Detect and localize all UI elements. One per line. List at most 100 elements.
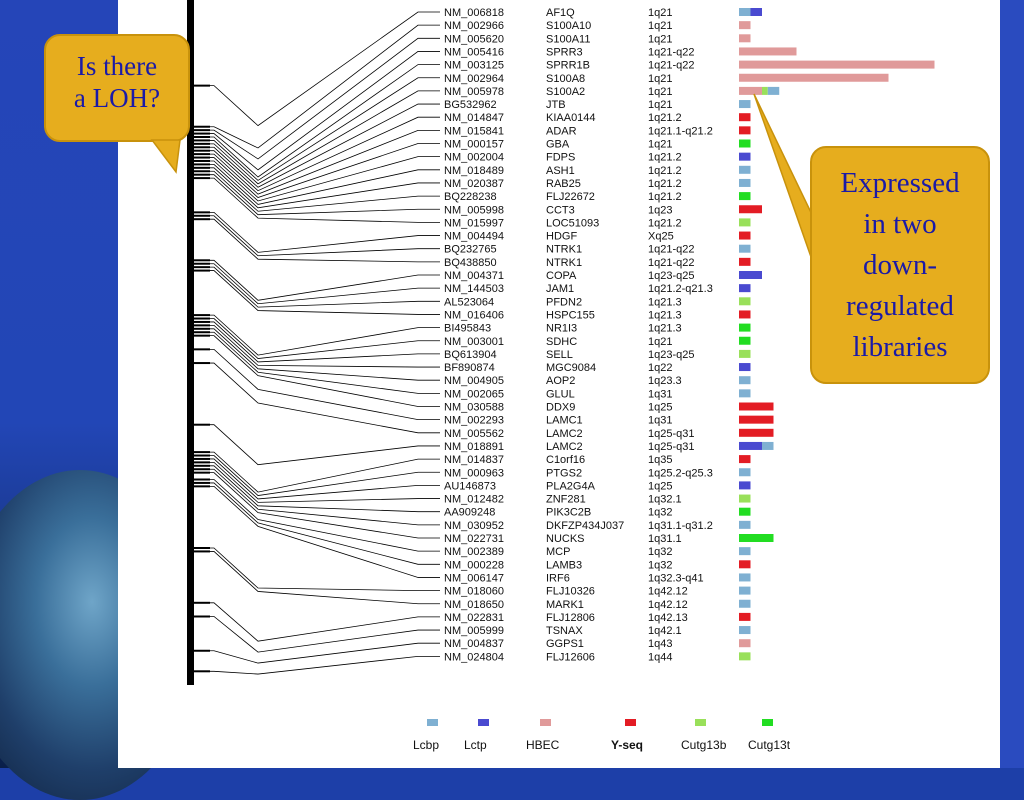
gene-label: LAMC1 [546,415,583,427]
connector-line [194,215,440,257]
gene-label: FLJ12606 [546,651,595,663]
gene-row: NM_012482 ZNF281 1q32.1 [444,494,751,506]
callout-expressed-line1: Expressed [840,167,960,199]
chromosome-marks [194,84,210,673]
locus-label: 1q21 [648,7,672,19]
accession-label: AU146873 [444,480,496,492]
accession-label: NM_024804 [444,651,504,663]
gene-label: CCT3 [546,204,575,216]
gene-row: NM_014847 KIAA0144 1q21.2 [444,112,751,124]
locus-label: 1q21.2 [648,191,682,203]
accession-label: NM_002293 [444,415,504,427]
gene-row: NM_020387 RAB25 1q21.2 [444,178,751,190]
legend-label: Cutg13b [681,738,727,752]
accession-label: NM_005999 [444,625,504,637]
gene-label: NTRK1 [546,244,582,256]
legend-swatch [625,719,636,726]
accession-label: NM_004837 [444,638,504,650]
locus-label: 1q42.12 [648,586,688,598]
expression-bar [739,34,751,43]
gene-row: NM_006818 AF1Q 1q21 [444,7,762,19]
gene-label: PTGS2 [546,467,582,479]
expression-bar [739,599,751,608]
accession-label: NM_003125 [444,60,504,72]
gene-label: S100A10 [546,20,591,32]
gene-row: NM_004905 AOP2 1q23.3 [444,375,751,387]
connector-line [194,455,440,496]
gene-row: NM_005999 TSNAX 1q42.1 [444,625,751,637]
locus-label: 1q21.3 [648,323,682,335]
gene-label: LAMC2 [546,428,583,440]
expression-bar [739,639,751,648]
accession-label: NM_015841 [444,125,504,137]
legend-item: HBEC [526,719,560,752]
gene-label: GBA [546,139,570,151]
legend-swatch [478,719,489,726]
gene-label: S100A2 [546,86,585,98]
callout-loh-line1: Is there [76,51,158,81]
connector-line [194,424,440,466]
slide-background-right [1000,0,1024,768]
gene-row: NM_018489 ASH1 1q21.2 [444,165,751,177]
gene-label: GLUL [546,388,575,400]
expression-bar [739,534,774,542]
expression-bar [739,323,751,332]
locus-label: 1q43 [648,638,672,650]
gene-map-figure: NM_006818 AF1Q 1q21 NM_002966 S100A10 1q21 NM_… [118,0,1000,768]
expression-bar [739,257,751,266]
gene-row: NM_030952 DKFZP434J037 1q31.1-q31.2 [444,520,751,532]
gene-row: NM_006147 IRF6 1q32.3-q41 [444,572,751,584]
gene-row: NM_002065 GLUL 1q31 [444,388,751,400]
gene-row: NM_002293 LAMC1 1q31 [444,415,774,427]
legend-swatch [540,719,551,726]
connector-line [194,156,440,202]
connector-line [194,551,440,605]
expression-bar [739,218,751,227]
expression-bar [739,60,935,69]
gene-label: FLJ10326 [546,586,595,598]
locus-label: 1q21 [648,33,672,45]
expression-bar [739,481,751,490]
gene-row: NM_002964 S100A8 1q21 [444,73,889,85]
connector-line [194,266,440,308]
locus-label: 1q25 [648,402,672,414]
gene-row: NM_144503 JAM1 1q21.2-q21.3 [444,283,751,295]
gene-row: NM_005978 S100A2 1q21 [444,86,780,98]
connector-line [194,465,440,513]
gene-label: PLA2G4A [546,480,596,492]
accession-label: BQ438850 [444,257,497,269]
accession-label: BI495843 [444,323,491,335]
accession-label: BF890874 [444,362,495,374]
gene-row: NM_022831 FLJ12806 1q42.13 [444,612,751,624]
connector-line [194,335,440,407]
gene-label: JTB [546,99,566,111]
gene-label: SPRR3 [546,46,583,58]
accession-label: NM_018489 [444,165,504,177]
expression-bar [739,441,762,450]
gene-label: IRF6 [546,572,570,584]
connector-line [194,321,440,363]
expression-bar [739,494,751,503]
callout-expressed: Expressed in two down- regulated librari… [810,146,990,384]
gene-label: LAMB3 [546,559,582,571]
expression-bar [739,244,751,253]
connector-line [194,218,440,263]
gene-label: RAB25 [546,178,581,190]
accession-label: NM_005620 [444,33,504,45]
gene-row: NM_014837 C1orf16 1q35 [444,454,751,466]
connector-line [194,11,440,127]
connector-line [194,348,440,421]
gene-label: AF1Q [546,7,575,19]
gene-label: PIK3C2B [546,507,591,519]
gene-label: KIAA0144 [546,112,596,124]
expression-bar [739,612,751,621]
accession-label: NM_018650 [444,599,504,611]
locus-label: 1q21.3 [648,296,682,308]
accession-label: BG532962 [444,99,497,111]
connector-line [194,472,440,539]
gene-label: DDX9 [546,402,575,414]
connector-line [194,263,440,305]
connector-line [194,362,440,434]
gene-label: LOC51093 [546,217,599,229]
locus-label: 1q25.2-q25.3 [648,467,713,479]
